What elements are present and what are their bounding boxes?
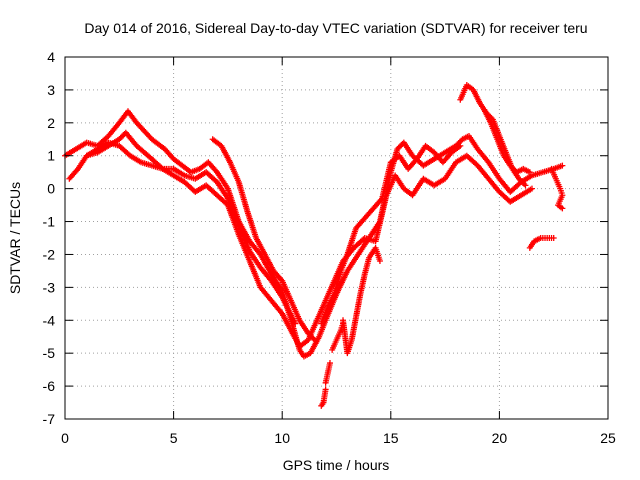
data-point [326, 360, 333, 367]
y-tick-label: -1 [43, 214, 56, 230]
series-track-l [526, 235, 557, 251]
y-tick-label: 4 [47, 49, 55, 65]
series-track-e [209, 136, 318, 344]
plot-frame [64, 56, 609, 420]
x-tick-label: 5 [170, 430, 178, 446]
chart-title: Day 014 of 2016, Sidereal Day-to-day VTE… [84, 20, 587, 36]
y-tick-label: -2 [43, 246, 56, 262]
x-tick-label: 15 [383, 430, 399, 446]
series-track-d [318, 142, 464, 327]
x-tick-label: 20 [492, 430, 508, 446]
data-point [522, 182, 529, 189]
y-tick-label: 0 [47, 181, 55, 197]
series-track-g [481, 106, 533, 176]
axis-ticks: 0 5 10 15 20 25 -7 -6 -5 -4 -3 -2 -1 0 1 2 3 4 [43, 49, 616, 446]
x-tick-label: 10 [274, 430, 290, 446]
data-point [550, 235, 557, 241]
series-track-c [83, 139, 299, 327]
x-tick-label: 0 [61, 430, 69, 446]
data-point [528, 185, 535, 192]
y-tick-label: -5 [43, 345, 56, 361]
x-tick-label: 25 [600, 430, 616, 446]
series-track-i [322, 360, 333, 386]
series-track-h [318, 386, 329, 409]
plot-area [62, 81, 566, 409]
data-point [310, 335, 317, 342]
y-tick-label: 2 [47, 115, 55, 131]
y-tick-label: 1 [47, 148, 55, 164]
series-track-m [548, 165, 566, 212]
y-tick-label: -6 [43, 378, 56, 394]
y-tick-label: -3 [43, 279, 56, 295]
y-axis-label: SDTVAR / TECUs [7, 182, 23, 294]
y-tick-label: 3 [47, 82, 55, 98]
data-point [526, 169, 533, 176]
data-point [559, 162, 566, 169]
data-point [322, 386, 329, 393]
grid [65, 57, 608, 419]
y-tick-label: -7 [43, 411, 56, 427]
data-point [457, 142, 464, 149]
x-axis-label: GPS time / hours [283, 457, 390, 473]
data-point [521, 181, 528, 188]
y-tick-label: -4 [43, 312, 56, 328]
data-point [311, 337, 318, 344]
data-point [559, 205, 566, 212]
data-point [292, 320, 299, 327]
series-track-k [340, 244, 383, 357]
data-point [376, 258, 383, 265]
